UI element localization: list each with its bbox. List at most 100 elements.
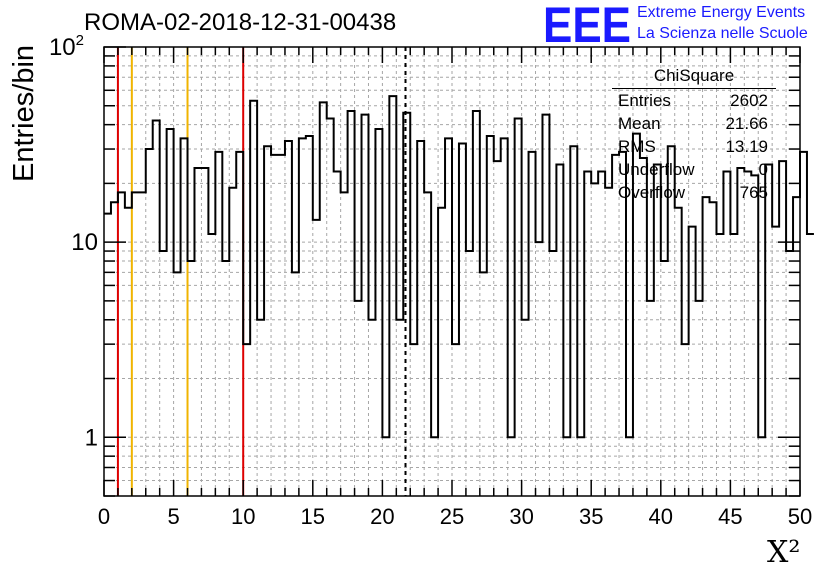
histogram-bin bbox=[201, 168, 208, 496]
y-tick-exponent: 2 bbox=[76, 32, 84, 49]
histogram-bin bbox=[194, 168, 201, 496]
histogram-bin bbox=[125, 208, 132, 496]
histogram-bin bbox=[751, 175, 758, 496]
run-title: ROMA-02-2018-12-31-00438 bbox=[84, 9, 397, 36]
histogram-bin bbox=[306, 136, 313, 496]
histogram-bin bbox=[772, 227, 779, 496]
histogram-bin bbox=[786, 251, 793, 496]
histogram-bin bbox=[640, 158, 647, 496]
histogram-bin bbox=[410, 344, 417, 496]
histogram-bin bbox=[375, 129, 382, 496]
x-tick-label: 5 bbox=[167, 504, 179, 529]
histogram-bin bbox=[118, 192, 125, 496]
x-tick-label: 45 bbox=[718, 504, 742, 529]
histogram-bin bbox=[208, 234, 215, 496]
histogram-bin bbox=[696, 301, 703, 496]
histogram-outline bbox=[104, 95, 814, 439]
histogram-bin bbox=[556, 164, 563, 496]
stats-value: 21.66 bbox=[725, 114, 768, 133]
histogram-bin bbox=[438, 208, 445, 496]
histogram-bin bbox=[327, 119, 334, 496]
y-axis-label: Entries/bin bbox=[8, 44, 40, 182]
logo-tagline-2: La Scienza nelle Scuole bbox=[637, 25, 808, 42]
stats-title: ChiSquare bbox=[612, 66, 776, 89]
x-tick-label: 25 bbox=[440, 504, 464, 529]
histogram-bin bbox=[661, 261, 668, 496]
histogram-bin bbox=[591, 183, 598, 496]
axis-ticks bbox=[103, 46, 801, 497]
x-axis-label: X² bbox=[767, 535, 801, 570]
histogram-bin bbox=[563, 437, 570, 496]
histogram-bin bbox=[139, 192, 146, 496]
histogram-bin bbox=[494, 161, 501, 496]
histogram-bin bbox=[682, 344, 689, 496]
stats-key: Underflow bbox=[618, 160, 695, 179]
histogram-bin bbox=[501, 138, 508, 496]
x-tick-label: 0 bbox=[98, 504, 110, 529]
eee-logo-text: EEE bbox=[543, 2, 631, 46]
histogram-bin bbox=[598, 172, 605, 496]
x-tick-label: 40 bbox=[649, 504, 673, 529]
histogram-bin bbox=[515, 119, 522, 496]
histogram-bin bbox=[459, 144, 466, 496]
stats-row-entries: Entries 2602 bbox=[612, 89, 776, 112]
histogram-bin bbox=[215, 152, 222, 496]
histogram-bin bbox=[396, 320, 403, 496]
stats-row-rms: RMS 13.19 bbox=[612, 135, 776, 158]
histogram-bin bbox=[160, 251, 167, 496]
histogram-bin bbox=[703, 197, 710, 496]
y-tick-label: 1 bbox=[85, 424, 98, 451]
histogram-bin bbox=[181, 138, 188, 496]
histogram bbox=[104, 95, 814, 496]
histogram-bin bbox=[473, 111, 480, 496]
histogram-bin bbox=[362, 115, 369, 496]
logo-tagline-1: Extreme Energy Events bbox=[637, 4, 806, 21]
histogram-bin bbox=[111, 202, 118, 496]
histogram-bin bbox=[723, 172, 730, 496]
histogram-bin bbox=[104, 214, 111, 496]
histogram-bin bbox=[466, 251, 473, 496]
histogram-bin bbox=[758, 437, 765, 496]
histogram-bin bbox=[424, 192, 431, 496]
histogram-bin bbox=[730, 234, 737, 496]
histogram-bin bbox=[229, 188, 236, 496]
stats-value: 765 bbox=[739, 183, 768, 202]
histogram-bin bbox=[508, 437, 515, 496]
histogram-bin bbox=[236, 152, 243, 496]
histogram-bin bbox=[299, 138, 306, 496]
histogram-bin bbox=[368, 320, 375, 496]
histogram-bin bbox=[549, 251, 556, 496]
histogram-bin bbox=[292, 272, 299, 496]
stats-row-overflow: Overflow 765 bbox=[612, 181, 776, 204]
stats-value: 13.19 bbox=[725, 137, 768, 156]
stats-box: ChiSquare Entries 2602 Mean 21.66 RMS 13… bbox=[612, 66, 776, 204]
histogram-bin bbox=[445, 138, 452, 496]
histogram-bin bbox=[765, 164, 772, 496]
histogram-bin bbox=[605, 188, 612, 496]
histogram-bin bbox=[188, 261, 195, 496]
stats-key: RMS bbox=[618, 137, 656, 156]
x-tick-label: 35 bbox=[579, 504, 603, 529]
y-tick-label: 102 bbox=[49, 32, 84, 61]
stats-value: 2602 bbox=[730, 91, 768, 110]
histogram-bin bbox=[417, 141, 424, 496]
histogram-bin bbox=[779, 161, 786, 496]
histogram-bin bbox=[480, 272, 487, 496]
stats-row-mean: Mean 21.66 bbox=[612, 112, 776, 135]
histogram-bin bbox=[522, 320, 529, 496]
histogram-bin bbox=[222, 261, 229, 496]
histogram-bin bbox=[737, 168, 744, 496]
histogram-bin bbox=[487, 136, 494, 496]
histogram-bin bbox=[132, 192, 139, 496]
histogram-bin bbox=[654, 164, 661, 496]
y-tick-label: 10 bbox=[71, 229, 98, 256]
histogram-bin bbox=[807, 234, 814, 496]
histogram-bin bbox=[285, 141, 292, 496]
histogram-bin bbox=[257, 320, 264, 496]
histogram-bin bbox=[243, 344, 250, 496]
histogram-bin bbox=[271, 155, 278, 496]
histogram-bin bbox=[689, 227, 696, 496]
x-tick-label: 30 bbox=[509, 504, 533, 529]
